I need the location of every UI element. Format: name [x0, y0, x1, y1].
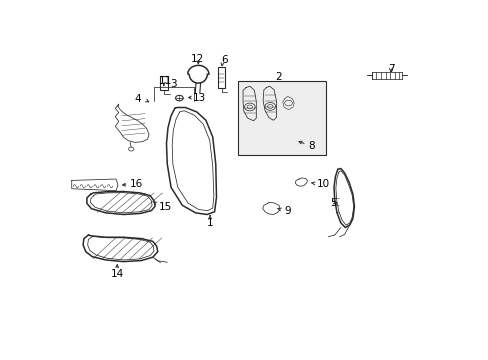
Text: 16: 16: [129, 179, 142, 189]
Text: 1: 1: [206, 218, 213, 228]
Text: 2: 2: [275, 72, 282, 82]
Text: 11: 11: [159, 76, 172, 86]
Text: 3: 3: [170, 79, 177, 89]
Text: 9: 9: [284, 207, 290, 216]
Text: 12: 12: [190, 54, 204, 64]
Text: 4: 4: [134, 94, 141, 104]
Text: 7: 7: [387, 64, 394, 74]
Bar: [218, 67, 225, 87]
Bar: [238, 81, 326, 156]
Text: 6: 6: [220, 55, 227, 65]
Text: 15: 15: [159, 202, 172, 212]
Text: 10: 10: [316, 179, 329, 189]
Text: 8: 8: [307, 141, 314, 151]
Text: 5: 5: [329, 198, 336, 208]
Bar: [159, 76, 168, 90]
Text: 14: 14: [110, 269, 123, 279]
Text: 13: 13: [192, 93, 205, 103]
